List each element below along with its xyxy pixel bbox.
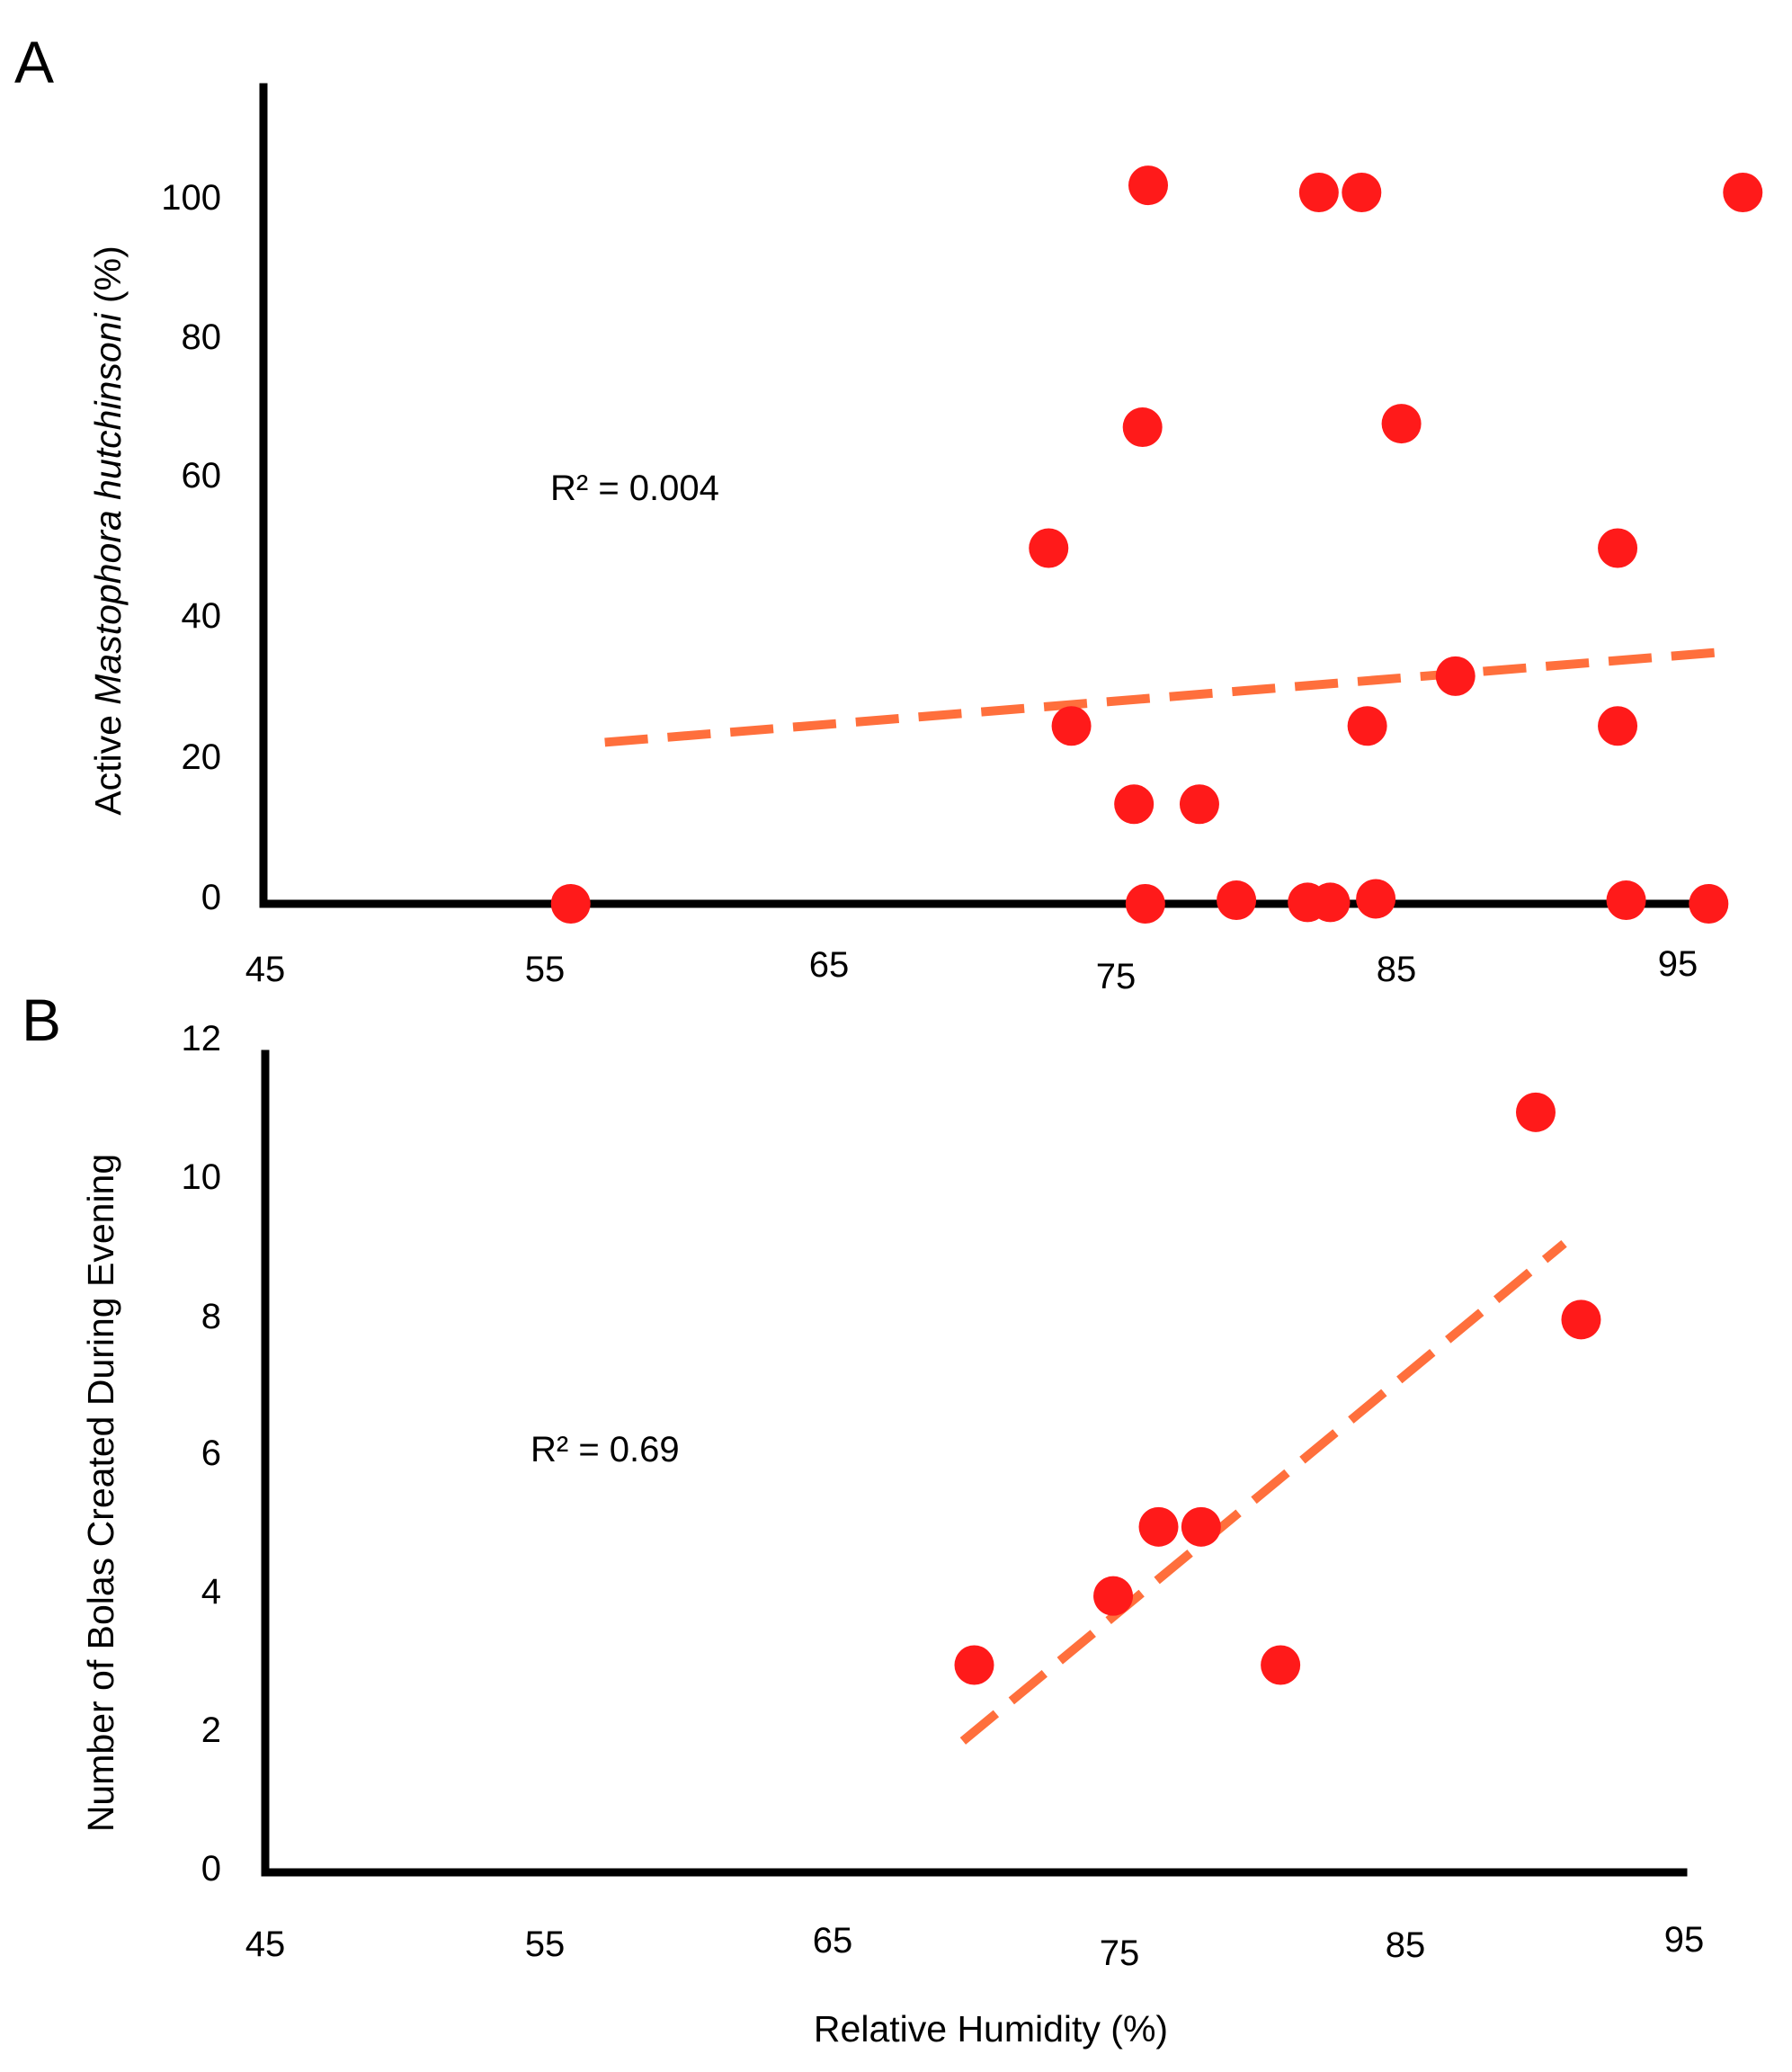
panel-b-x-tick-85: 85 — [1386, 1925, 1426, 1965]
panel-a-data-point-20 — [1606, 880, 1646, 921]
panel-a-data-point-8 — [1179, 784, 1219, 825]
panel-a-data-point-3 — [1051, 706, 1092, 746]
panel-a-axes — [259, 83, 1724, 908]
panel-b-y-tick-12: 12 — [182, 1019, 222, 1058]
panel-b-y-tick-labels: 0 2 4 6 8 10 12 — [182, 1019, 222, 1889]
panel-b-y-tick-0: 0 — [201, 1849, 221, 1889]
panel-b-data-point-2 — [1093, 1576, 1134, 1616]
panel-a-data-points — [550, 165, 1763, 924]
panel-a-data-point-15 — [1356, 879, 1396, 919]
panel-a-x-tick-55: 55 — [525, 950, 566, 989]
panel-a-x-tick-75: 75 — [1096, 957, 1137, 996]
panel-b-data-point-5 — [1261, 1645, 1301, 1685]
panel-a-data-point-12 — [1310, 882, 1351, 923]
panel-a-data-point-16 — [1381, 404, 1422, 444]
panel-a-x-tick-45: 45 — [245, 950, 286, 989]
panel-b-y-tick-2: 2 — [201, 1710, 221, 1750]
panel-a-data-point-7 — [1128, 165, 1169, 206]
panel-a-chart: A 0 20 40 60 80 100 45 55 65 75 85 95 Ac… — [14, 29, 1763, 996]
panel-a-y-tick-20: 20 — [182, 737, 222, 777]
panel-a-x-tick-85: 85 — [1377, 950, 1417, 989]
panel-a-data-point-2 — [1029, 528, 1069, 568]
panel-a-data-point-13 — [1342, 173, 1382, 212]
panel-a-data-point-22 — [1723, 173, 1763, 212]
panel-a-data-point-18 — [1598, 528, 1638, 568]
panel-b-y-axis-title: Number of Bolas Created During Evening — [80, 1154, 121, 1832]
panel-b-y-tick-8: 8 — [201, 1297, 221, 1336]
panel-a-y-tick-80: 80 — [182, 317, 222, 357]
panel-b-data-points — [954, 1092, 1601, 1685]
panel-a-y-tick-100: 100 — [161, 178, 221, 218]
panel-b-data-point-4 — [1181, 1506, 1221, 1547]
panel-a-y-tick-labels: 0 20 40 60 80 100 — [161, 178, 221, 917]
panel-b-x-tick-45: 45 — [245, 1925, 286, 1964]
panel-b-x-tick-95: 95 — [1664, 1920, 1705, 1960]
panel-b-x-tick-65: 65 — [813, 1921, 853, 1960]
panel-a-data-point-19 — [1598, 706, 1638, 746]
panel-b-data-point-6 — [1515, 1092, 1556, 1132]
panel-b-data-point-7 — [1561, 1299, 1601, 1340]
panel-a-r-squared-annotation: R² = 0.004 — [550, 469, 719, 508]
panel-a-label: A — [14, 29, 54, 95]
x-axis-title: Relative Humidity (%) — [814, 2008, 1168, 2050]
panel-a-x-tick-labels: 45 55 65 75 85 95 — [245, 944, 1698, 996]
panel-a-data-point-14 — [1347, 706, 1387, 746]
panel-a-data-point-9 — [1217, 880, 1257, 921]
panel-a-y-tick-60: 60 — [182, 456, 222, 496]
panel-a-y-axis-title: Active Mastophora hutchinsoni (%) — [87, 246, 129, 816]
panel-a-data-point-4 — [1114, 784, 1155, 825]
panel-b-y-tick-10: 10 — [182, 1157, 222, 1197]
panel-a-x-tick-65: 65 — [809, 945, 850, 985]
panel-a-data-point-5 — [1122, 407, 1163, 448]
panel-b-y-tick-4: 4 — [201, 1572, 221, 1612]
panel-b-chart: B 0 2 4 6 8 10 12 45 55 65 75 85 95 Numb… — [22, 987, 1704, 2050]
panel-b-x-tick-labels: 45 55 65 75 85 95 — [245, 1920, 1705, 1973]
panel-b-trendline — [959, 1239, 1567, 1745]
panel-b-axes — [261, 1049, 1688, 1877]
panel-a-data-point-11 — [1298, 173, 1339, 212]
panel-b-x-tick-75: 75 — [1100, 1934, 1140, 1973]
panel-b-r-squared-annotation: R² = 0.69 — [530, 1430, 680, 1469]
panel-a-trendline — [604, 648, 1716, 747]
panel-b-x-tick-55: 55 — [525, 1925, 566, 1964]
panel-a-y-tick-40: 40 — [182, 596, 222, 636]
panel-a-data-point-1 — [550, 884, 591, 924]
panel-b-label: B — [22, 987, 61, 1053]
panel-a-y-tick-0: 0 — [201, 878, 221, 917]
panel-a-data-point-17 — [1435, 656, 1476, 696]
panel-a-x-tick-95: 95 — [1658, 944, 1698, 984]
panel-b-data-point-3 — [1138, 1506, 1179, 1547]
panel-a-data-point-21 — [1689, 884, 1729, 924]
panel-b-y-tick-6: 6 — [201, 1433, 221, 1473]
panel-b-data-point-1 — [954, 1645, 994, 1685]
panel-a-data-point-6 — [1125, 884, 1165, 924]
